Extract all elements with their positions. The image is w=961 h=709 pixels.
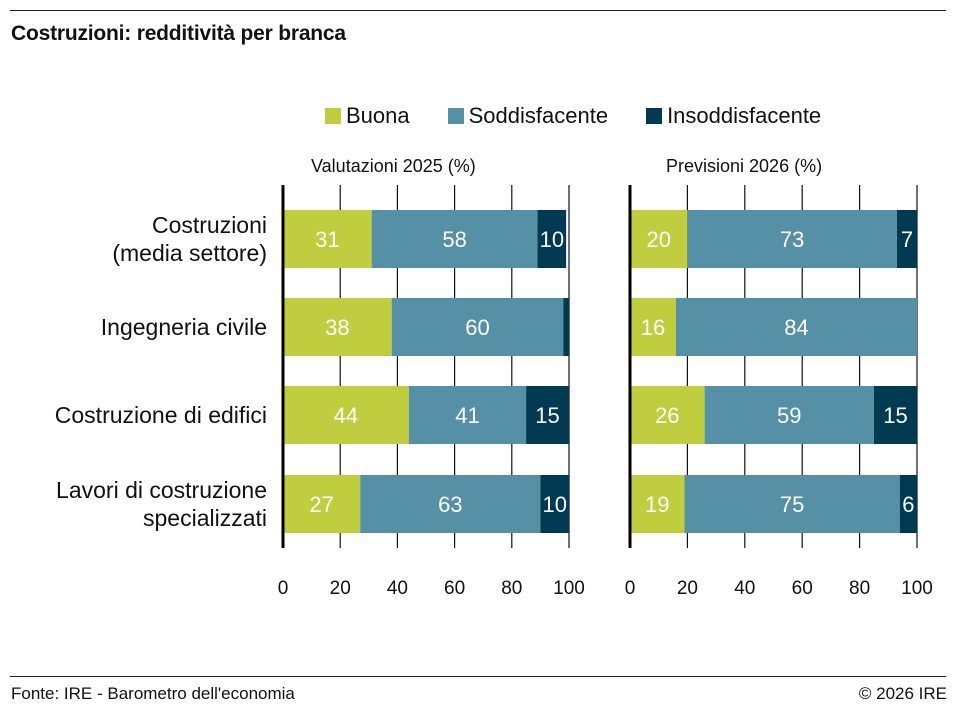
bar-segment-soddisfacente: [391, 298, 564, 356]
bar-segment-soddisfacente: [408, 386, 527, 444]
data-label: 44: [334, 403, 358, 428]
bar-segment-insoddisfacente: [540, 475, 569, 533]
data-label: 6: [902, 492, 914, 517]
x-tick-label: 100: [901, 578, 933, 599]
bar-segment-soddisfacente: [675, 298, 917, 356]
bar-segment-buona: [630, 475, 685, 533]
data-label: 59: [777, 403, 801, 428]
source-note: Fonte: IRE - Barometro dell'economia: [11, 684, 295, 703]
data-label: 20: [646, 227, 670, 252]
data-label: 15: [535, 403, 559, 428]
data-label: 84: [784, 315, 808, 340]
bar-segment-insoddisfacente: [526, 386, 569, 444]
x-tick-label: 100: [553, 578, 585, 599]
data-label: 41: [455, 403, 479, 428]
bar-segment-insoddisfacente: [873, 386, 917, 444]
bar-segment-buona: [630, 210, 688, 268]
category-label: Ingegneria civile: [100, 314, 267, 340]
bottom-rule: [10, 676, 946, 677]
data-label: 15: [883, 403, 907, 428]
data-label: 10: [540, 227, 564, 252]
bar-segment-buona: [283, 298, 392, 356]
data-label: 27: [309, 492, 333, 517]
x-tick-label: 0: [278, 578, 289, 599]
data-label: 19: [645, 492, 669, 517]
legend-label: Insoddisfacente: [667, 103, 822, 128]
category-label: Lavori di costruzione specializzati: [56, 477, 267, 531]
x-tick-label: 80: [849, 578, 870, 599]
legend-swatch-buona: [325, 108, 341, 124]
bar-segment-soddisfacente: [704, 386, 874, 444]
data-label: 75: [780, 492, 804, 517]
chart-title: Costruzioni: redditività per branca: [11, 22, 346, 45]
legend-item-soddisfacente: Soddisfacente: [447, 103, 609, 129]
data-label: 73: [780, 227, 804, 252]
data-label: 26: [655, 403, 679, 428]
bar-segment-soddisfacente: [684, 475, 900, 533]
bar-segment-insoddisfacente: [537, 210, 567, 268]
bar-segment-insoddisfacente: [899, 475, 917, 533]
category-label: Costruzione di edifici: [54, 402, 267, 428]
data-label: 63: [438, 492, 462, 517]
panel-title-2026: Previsioni 2026 (%): [666, 156, 823, 176]
x-tick-label: 40: [734, 578, 755, 599]
panel-title-2025: Valutazioni 2025 (%): [311, 156, 476, 176]
category-label: Costruzioni (media settore): [112, 212, 267, 266]
copyright: © 2026 IRE: [858, 684, 947, 703]
x-tick-label: 40: [387, 578, 408, 599]
legend-item-insoddisfacente: Insoddisfacente: [646, 103, 821, 129]
bar-segment-soddisfacente: [360, 475, 541, 533]
data-label: 60: [465, 315, 489, 340]
legend-item-buona: Buona: [325, 103, 410, 129]
x-tick-label: 0: [625, 578, 636, 599]
x-tick-label: 20: [677, 578, 698, 599]
data-label: 58: [442, 227, 466, 252]
x-tick-label: 20: [330, 578, 351, 599]
bar-segment-buona: [283, 210, 372, 268]
legend-label: Buona: [346, 103, 410, 128]
bar-segment-soddisfacente: [371, 210, 538, 268]
legend-swatch-soddisfacente: [447, 108, 464, 124]
data-label: 10: [542, 492, 566, 517]
x-tick-label: 80: [501, 578, 522, 599]
legend-label: Soddisfacente: [468, 103, 609, 128]
bar-segment-insoddisfacente: [563, 298, 569, 356]
data-label: 16: [641, 315, 665, 340]
data-label: 38: [325, 315, 349, 340]
data-label: 31: [315, 227, 339, 252]
data-label: 7: [901, 227, 913, 252]
x-tick-label: 60: [792, 578, 813, 599]
legend-swatch-insoddisfacente: [646, 108, 663, 124]
legend: Buona Soddisfacente Insoddisfacente: [325, 103, 859, 129]
bar-segment-buona: [283, 475, 361, 533]
bar-segment-insoddisfacente: [896, 210, 917, 268]
x-tick-label: 60: [444, 578, 465, 599]
bar-segment-buona: [630, 386, 705, 444]
bar-segment-buona: [630, 298, 676, 356]
bar-segment-soddisfacente: [687, 210, 897, 268]
bar-segment-buona: [283, 386, 409, 444]
top-rule: [10, 10, 946, 11]
